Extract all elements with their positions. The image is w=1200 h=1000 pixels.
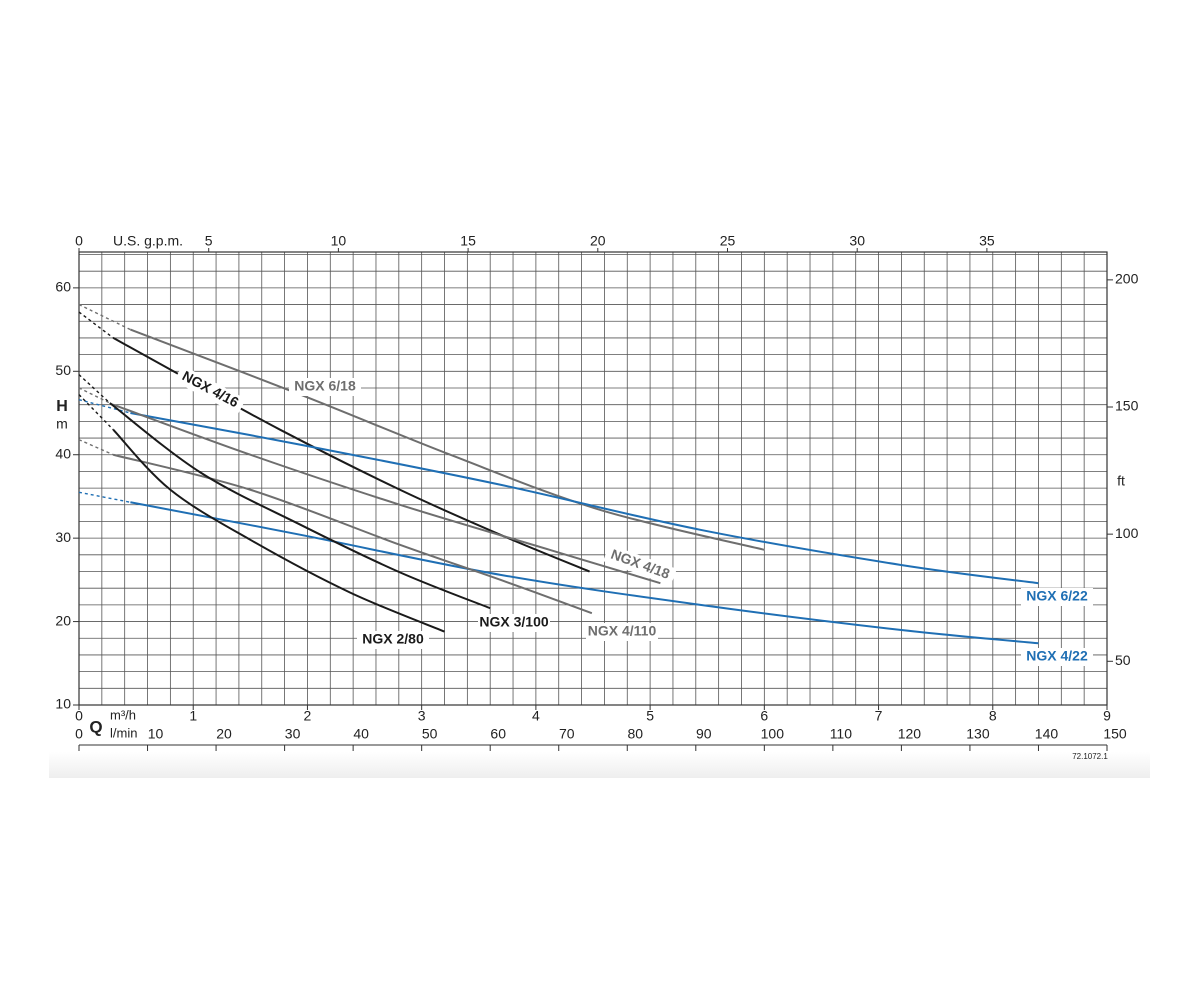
curve-label-group: NGX 6/22 bbox=[1021, 588, 1093, 606]
x3-tick-label: 150 bbox=[1103, 726, 1127, 742]
curve-label: NGX 3/100 bbox=[479, 614, 548, 630]
y2-tick-label: 200 bbox=[1115, 271, 1139, 287]
x3-tick-label: 0 bbox=[75, 726, 83, 742]
label-bg bbox=[478, 614, 550, 632]
label-bg bbox=[603, 544, 677, 586]
x2-tick-label: 25 bbox=[720, 233, 736, 249]
curve-extrapolation bbox=[78, 374, 111, 404]
curve-label-group: NGX 4/22 bbox=[1021, 648, 1093, 666]
x-tick-label: 6 bbox=[760, 708, 768, 724]
x3-tick-label: 80 bbox=[627, 726, 643, 742]
label-bg bbox=[357, 631, 429, 649]
curve-label: NGX 4/22 bbox=[1026, 648, 1088, 664]
curve-extrapolation bbox=[78, 439, 114, 456]
x2-tick-label: 0 bbox=[75, 233, 83, 249]
x-tick-label: 9 bbox=[1103, 708, 1111, 724]
curve bbox=[112, 429, 445, 633]
curve bbox=[130, 501, 1039, 645]
y-tick-label: 60 bbox=[55, 279, 71, 295]
x3-tick-label: 140 bbox=[1035, 726, 1059, 742]
label-bg bbox=[1021, 648, 1093, 666]
y-axis-unit: m bbox=[56, 416, 68, 432]
label-bg bbox=[586, 623, 658, 641]
footer-band bbox=[49, 752, 1150, 778]
x2-axis-label: U.S. g.p.m. bbox=[113, 233, 183, 249]
curve-extrapolation bbox=[78, 303, 131, 331]
curve bbox=[113, 453, 593, 615]
x3-tick-label: 50 bbox=[422, 726, 438, 742]
x-tick-label: 2 bbox=[304, 708, 312, 724]
x2-tick-label: 10 bbox=[331, 233, 347, 249]
label-bg bbox=[1021, 588, 1093, 606]
curve-extrapolation bbox=[78, 387, 114, 406]
x3-tick-label: 40 bbox=[353, 726, 369, 742]
curve-label-group: NGX 6/18 bbox=[289, 378, 361, 396]
x-tick-label: 0 bbox=[75, 708, 83, 724]
x3-tick-label: 70 bbox=[559, 726, 575, 742]
x3-tick-label: 100 bbox=[761, 726, 785, 742]
x-tick-label: 8 bbox=[989, 708, 997, 724]
curve-label-group: NGX 4/18 bbox=[603, 544, 677, 586]
x3-tick-label: 90 bbox=[696, 726, 712, 742]
curve bbox=[130, 328, 765, 551]
curve-label-group: NGX 4/16 bbox=[173, 365, 247, 415]
curve-label-group: NGX 2/80 bbox=[357, 631, 429, 649]
curve-label: NGX 2/80 bbox=[362, 631, 424, 647]
x-tick-label: 7 bbox=[875, 708, 883, 724]
y-tick-label: 10 bbox=[55, 696, 71, 712]
curve-extrapolation bbox=[78, 398, 131, 414]
x3-tick-label: 120 bbox=[898, 726, 922, 742]
plot-frame bbox=[78, 251, 1108, 706]
y2-tick-label: 150 bbox=[1115, 398, 1139, 414]
x-axis-label: Q bbox=[89, 717, 102, 736]
x3-tick-label: 110 bbox=[830, 726, 853, 742]
curve bbox=[112, 403, 661, 585]
y-tick-label: 50 bbox=[55, 362, 71, 378]
x3-tick-label: 130 bbox=[966, 726, 990, 742]
x3-axis-unit: l/min bbox=[110, 725, 137, 740]
figure-code: 72.1072.1 bbox=[1072, 752, 1108, 761]
curve-label-group: NGX 4/110 bbox=[586, 623, 658, 641]
x2-tick-label: 35 bbox=[979, 233, 995, 249]
y-tick-label: 40 bbox=[55, 445, 71, 461]
label-bg bbox=[289, 378, 361, 396]
x2-tick-label: 5 bbox=[205, 233, 213, 249]
curve-label: NGX 6/22 bbox=[1026, 588, 1088, 604]
y2-tick-label: 100 bbox=[1115, 525, 1139, 541]
x-tick-label: 4 bbox=[532, 708, 540, 724]
y2-axis-label: ft bbox=[1117, 473, 1125, 489]
y-tick-label: 20 bbox=[55, 612, 71, 628]
curve-extrapolation bbox=[78, 394, 114, 431]
curve-extrapolation bbox=[78, 491, 131, 503]
x3-tick-label: 30 bbox=[285, 726, 301, 742]
x-tick-label: 5 bbox=[646, 708, 654, 724]
x3-tick-label: 60 bbox=[490, 726, 506, 742]
y2-tick-label: 50 bbox=[1115, 652, 1131, 668]
x-tick-label: 3 bbox=[418, 708, 426, 724]
curve-label: NGX 4/110 bbox=[588, 623, 657, 639]
curve bbox=[109, 402, 491, 610]
x2-tick-label: 20 bbox=[590, 233, 606, 249]
label-bg bbox=[173, 365, 247, 415]
x3-tick-label: 20 bbox=[216, 726, 232, 742]
curve-label-group: NGX 3/100 bbox=[478, 614, 550, 632]
curve-extrapolation bbox=[78, 311, 114, 339]
curve-label: NGX 6/18 bbox=[294, 378, 356, 394]
y-tick-label: 30 bbox=[55, 529, 71, 545]
x-axis-unit: m³/h bbox=[110, 707, 136, 722]
x3-tick-label: 10 bbox=[148, 726, 164, 742]
x-tick-label: 1 bbox=[189, 708, 197, 724]
x2-tick-label: 30 bbox=[849, 233, 865, 249]
x2-tick-label: 15 bbox=[460, 233, 476, 249]
y-axis-label: H bbox=[56, 398, 68, 415]
curve bbox=[130, 412, 1039, 585]
